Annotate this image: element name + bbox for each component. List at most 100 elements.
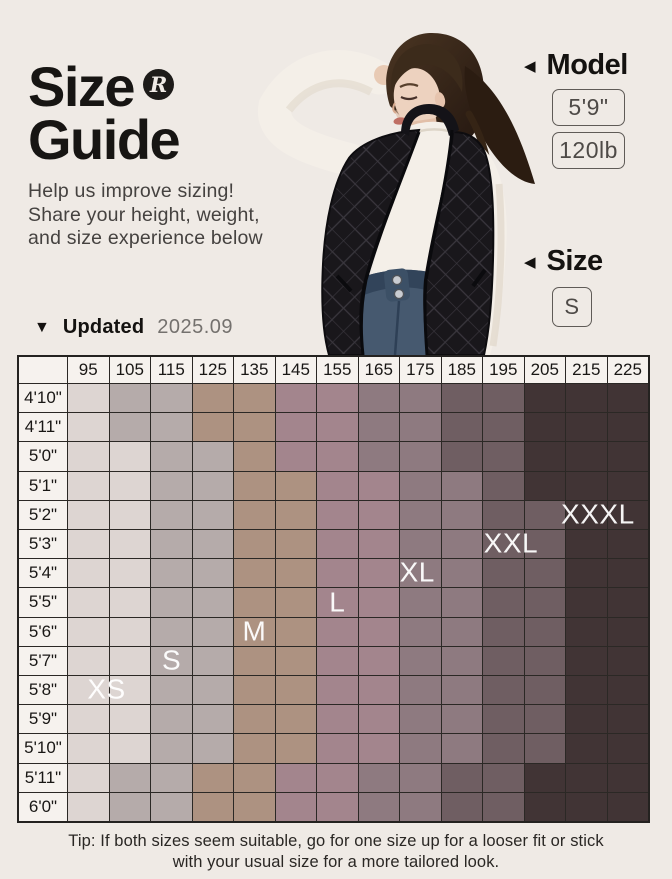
size-cell (234, 734, 275, 763)
size-cell (151, 559, 192, 588)
size-cell (483, 442, 524, 471)
size-cell (68, 734, 109, 763)
subtitle-line: Share your height, weight, (28, 203, 260, 226)
size-cell (524, 559, 565, 588)
size-cell (607, 792, 648, 821)
size-cell (68, 792, 109, 821)
size-cell (234, 588, 275, 617)
size-cell (607, 676, 648, 705)
size-cell (358, 763, 399, 792)
size-cell (400, 617, 441, 646)
size-cell (524, 646, 565, 675)
height-header-cell: 5'7" (19, 646, 67, 675)
size-cell (400, 471, 441, 500)
height-header-cell: 5'8" (19, 676, 67, 705)
size-cell (234, 646, 275, 675)
model-raised-arm (258, 50, 396, 177)
size-cell (358, 646, 399, 675)
height-header-cell: 6'0" (19, 792, 67, 821)
size-cell (483, 763, 524, 792)
height-header-cell: 4'10" (19, 384, 67, 413)
size-cell (234, 384, 275, 413)
size-cell (275, 792, 316, 821)
size-cell (151, 792, 192, 821)
weight-header-cell: 175 (400, 357, 441, 383)
size-cell (441, 676, 482, 705)
size-cell (275, 500, 316, 529)
size-cell (607, 500, 648, 529)
model-heading: ◀ Model (524, 49, 628, 82)
size-cell (566, 792, 607, 821)
size-cell (151, 530, 192, 559)
size-cell (524, 588, 565, 617)
size-cell (151, 705, 192, 734)
size-cell (68, 471, 109, 500)
size-cell (317, 384, 358, 413)
weight-header-cell: 145 (275, 357, 316, 383)
size-cell (234, 792, 275, 821)
size-cell (68, 559, 109, 588)
size-cell (607, 705, 648, 734)
size-cell (109, 500, 150, 529)
height-header-cell: 5'11" (19, 763, 67, 792)
weight-header-cell: 95 (68, 357, 109, 383)
size-cell (441, 792, 482, 821)
size-cell (358, 617, 399, 646)
size-cell (234, 763, 275, 792)
size-cell (68, 763, 109, 792)
size-cell (607, 442, 648, 471)
size-cell (400, 588, 441, 617)
size-cell (483, 734, 524, 763)
size-cell (607, 646, 648, 675)
size-cell (524, 384, 565, 413)
weight-header-cell: 225 (607, 357, 648, 383)
size-cell (441, 617, 482, 646)
size-cell (607, 588, 648, 617)
size-cell (441, 646, 482, 675)
subtitle-line: and size experience below (28, 227, 263, 249)
weight-header-cell: 155 (317, 357, 358, 383)
size-cell (68, 500, 109, 529)
size-cell (234, 471, 275, 500)
weight-header-cell: 205 (524, 357, 565, 383)
size-cell (441, 471, 482, 500)
size-cell (192, 559, 233, 588)
model-height-badge: 5'9" (552, 89, 625, 126)
size-cell (607, 734, 648, 763)
size-cell (275, 530, 316, 559)
size-cell (524, 530, 565, 559)
updated-date: 2025.09 (157, 316, 234, 338)
size-cell (607, 530, 648, 559)
tip-line: Tip: If both sizes seem suitable, go for… (68, 832, 604, 850)
height-header-cell: 5'3" (19, 530, 67, 559)
size-cell (566, 734, 607, 763)
size-cell (109, 471, 150, 500)
size-cell (109, 442, 150, 471)
size-cell (358, 530, 399, 559)
updated-row: ▼ Updated 2025.09 (34, 316, 233, 339)
down-arrow-icon: ▼ (34, 318, 50, 336)
size-cell (483, 646, 524, 675)
size-cell (441, 384, 482, 413)
size-cell (441, 530, 482, 559)
size-cell (441, 442, 482, 471)
size-cell (68, 676, 109, 705)
size-cell (109, 617, 150, 646)
size-cell (68, 588, 109, 617)
size-cell (192, 413, 233, 442)
size-cell (400, 559, 441, 588)
table-corner-cell (19, 357, 67, 383)
size-cell (358, 559, 399, 588)
size-cell (566, 763, 607, 792)
weight-header-cell: 195 (483, 357, 524, 383)
size-cell (524, 705, 565, 734)
model-photo (258, 32, 535, 355)
size-cell (68, 384, 109, 413)
size-cell (400, 500, 441, 529)
size-cell (234, 705, 275, 734)
brand-logo-icon: R (143, 69, 175, 100)
size-cell (566, 588, 607, 617)
size-cell (192, 705, 233, 734)
size-cell (109, 384, 150, 413)
size-cell (358, 442, 399, 471)
